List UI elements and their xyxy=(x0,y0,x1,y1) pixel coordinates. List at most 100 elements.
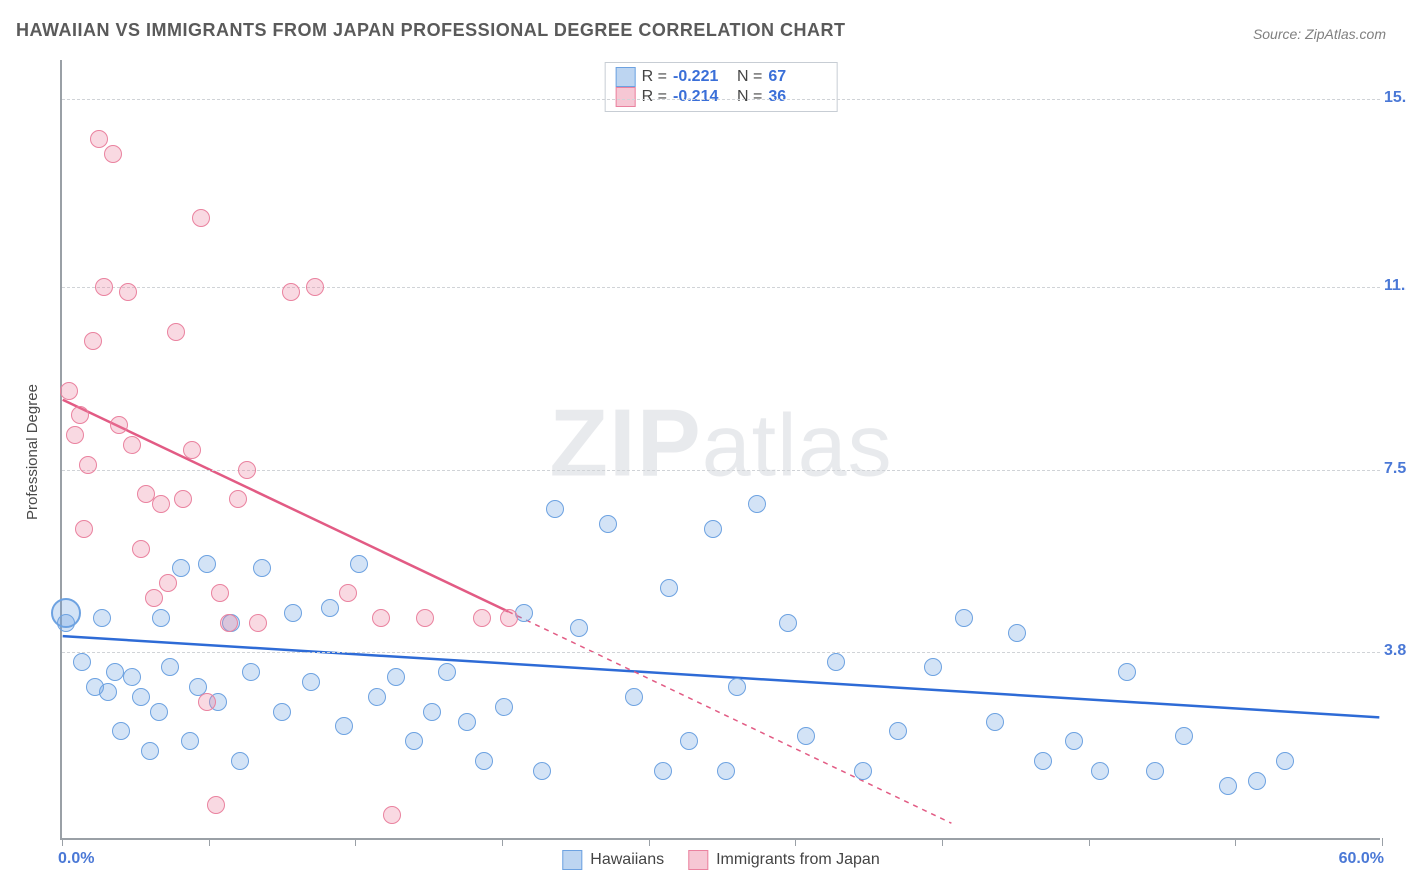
data-point xyxy=(181,732,199,750)
legend-label-japan: Immigrants from Japan xyxy=(716,851,880,869)
data-point xyxy=(207,796,225,814)
data-point xyxy=(515,604,533,622)
data-point xyxy=(986,713,1004,731)
data-point xyxy=(152,609,170,627)
data-point xyxy=(123,436,141,454)
x-axis-max-label: 60.0% xyxy=(1339,850,1384,868)
data-point xyxy=(71,406,89,424)
data-point xyxy=(680,732,698,750)
data-point xyxy=(159,574,177,592)
r-label: R = xyxy=(642,88,667,106)
data-point xyxy=(73,653,91,671)
swatch-blue xyxy=(616,67,636,87)
data-point xyxy=(889,722,907,740)
data-point xyxy=(282,283,300,301)
swatch-pink xyxy=(616,87,636,107)
x-axis-min-label: 0.0% xyxy=(58,850,94,868)
series-legend: Hawaiians Immigrants from Japan xyxy=(562,850,879,870)
legend-label-hawaiians: Hawaiians xyxy=(590,851,664,869)
gridline-h xyxy=(62,99,1380,100)
data-point xyxy=(1034,752,1052,770)
data-point xyxy=(110,416,128,434)
data-point xyxy=(654,762,672,780)
trend-line xyxy=(508,611,951,823)
data-point xyxy=(75,520,93,538)
data-point xyxy=(500,609,518,627)
swatch-pink xyxy=(688,850,708,870)
data-point xyxy=(302,673,320,691)
x-tick xyxy=(1235,838,1236,846)
x-tick xyxy=(1382,838,1383,846)
data-point xyxy=(495,698,513,716)
gridline-h xyxy=(62,652,1380,653)
data-point xyxy=(321,599,339,617)
gridline-h xyxy=(62,287,1380,288)
data-point xyxy=(249,614,267,632)
data-point xyxy=(253,559,271,577)
data-point xyxy=(273,703,291,721)
x-tick xyxy=(62,838,63,846)
data-point xyxy=(95,278,113,296)
n-value-blue: 67 xyxy=(768,68,826,86)
data-point xyxy=(66,426,84,444)
data-point xyxy=(797,727,815,745)
data-point xyxy=(150,703,168,721)
r-label: R = xyxy=(642,68,667,86)
data-point xyxy=(60,382,78,400)
n-label: N = xyxy=(737,68,762,86)
data-point xyxy=(458,713,476,731)
data-point xyxy=(1219,777,1237,795)
y-axis-label: Professional Degree xyxy=(24,384,41,520)
data-point xyxy=(174,490,192,508)
data-point xyxy=(172,559,190,577)
n-label: N = xyxy=(737,88,762,106)
data-point xyxy=(405,732,423,750)
data-point xyxy=(1146,762,1164,780)
highlight-point xyxy=(51,598,81,628)
data-point xyxy=(416,609,434,627)
data-point xyxy=(284,604,302,622)
data-point xyxy=(368,688,386,706)
data-point xyxy=(1118,663,1136,681)
data-point xyxy=(955,609,973,627)
chart-title: HAWAIIAN VS IMMIGRANTS FROM JAPAN PROFES… xyxy=(16,20,846,41)
data-point xyxy=(231,752,249,770)
data-point xyxy=(192,209,210,227)
trend-line xyxy=(63,400,508,612)
data-point xyxy=(570,619,588,637)
x-tick xyxy=(795,838,796,846)
data-point xyxy=(924,658,942,676)
data-point xyxy=(1248,772,1266,790)
legend-item-hawaiians: Hawaiians xyxy=(562,850,664,870)
data-point xyxy=(132,688,150,706)
y-tick-label: 7.5% xyxy=(1384,460,1406,478)
watermark-atlas: atlas xyxy=(702,396,893,495)
data-point xyxy=(779,614,797,632)
plot-area: ZIPatlas R = -0.221 N = 67 R = -0.214 N … xyxy=(60,60,1380,840)
trend-line xyxy=(63,636,1380,717)
data-point xyxy=(183,441,201,459)
data-point xyxy=(350,555,368,573)
data-point xyxy=(1091,762,1109,780)
legend-row-japan: R = -0.214 N = 36 xyxy=(616,87,827,107)
data-point xyxy=(198,693,216,711)
data-point xyxy=(854,762,872,780)
data-point xyxy=(748,495,766,513)
data-point xyxy=(132,540,150,558)
data-point xyxy=(229,490,247,508)
data-point xyxy=(383,806,401,824)
data-point xyxy=(112,722,130,740)
data-point xyxy=(335,717,353,735)
x-tick xyxy=(1089,838,1090,846)
data-point xyxy=(152,495,170,513)
data-point xyxy=(238,461,256,479)
data-point xyxy=(141,742,159,760)
data-point xyxy=(599,515,617,533)
y-tick-label: 3.8% xyxy=(1384,642,1406,660)
data-point xyxy=(242,663,260,681)
data-point xyxy=(475,752,493,770)
x-tick xyxy=(942,838,943,846)
data-point xyxy=(372,609,390,627)
data-point xyxy=(533,762,551,780)
data-point xyxy=(145,589,163,607)
